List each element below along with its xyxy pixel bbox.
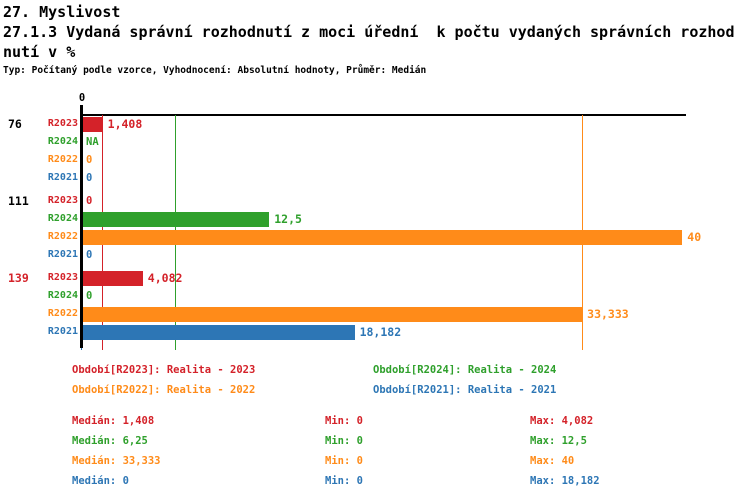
series-label-R2021: R2021 — [47, 326, 78, 337]
axis-vertical-line — [80, 105, 83, 348]
stat-max-R2024: Max: 12,5 — [530, 435, 587, 447]
legend-item-R2023: Období[R2023]: Realita - 2023 — [72, 364, 256, 376]
bar-R2024 — [83, 211, 270, 227]
value-label: 4,082 — [147, 271, 183, 285]
legend-item-R2022: Období[R2022]: Realita - 2022 — [72, 384, 256, 396]
value-label: 0 — [86, 154, 93, 166]
series-label-R2023: R2023 — [47, 118, 78, 129]
legend-item-R2024: Období[R2024]: Realita - 2024 — [373, 364, 557, 376]
bar-R2023 — [83, 116, 103, 132]
bar-R2022 — [83, 229, 683, 245]
stat-median-R2021: Medián: 0 — [72, 475, 129, 487]
report-meta-line: Typ: Počítaný podle vzorce, Vyhodnocení:… — [3, 65, 427, 76]
group-label: 76 — [8, 117, 22, 131]
axis-zero-tick-label: 0 — [78, 92, 86, 104]
stat-min-R2022: Min: 0 — [325, 455, 363, 467]
series-label-R2023: R2023 — [47, 195, 78, 206]
series-label-R2023: R2023 — [47, 272, 78, 283]
stat-median-R2022: Medián: 33,333 — [72, 455, 161, 467]
series-label-R2024: R2024 — [47, 290, 78, 301]
series-label-R2021: R2021 — [47, 249, 78, 260]
report-title-line2: nutí v % — [3, 43, 76, 61]
legend-item-R2021: Období[R2021]: Realita - 2021 — [373, 384, 557, 396]
value-label: 0 — [86, 172, 93, 184]
stat-median-R2024: Medián: 6,25 — [72, 435, 148, 447]
bar-R2021 — [83, 324, 355, 340]
value-label: 12,5 — [274, 212, 302, 226]
bar-R2022 — [83, 306, 583, 322]
report-title-line1: 27.1.3 Vydaná správní rozhodnutí z moci … — [3, 23, 735, 41]
value-label: 0 — [86, 290, 93, 302]
value-label: 33,333 — [587, 307, 629, 321]
stat-min-R2024: Min: 0 — [325, 435, 363, 447]
stat-min-R2021: Min: 0 — [325, 475, 363, 487]
series-label-R2022: R2022 — [47, 308, 78, 319]
stat-median-R2023: Medián: 1,408 — [72, 415, 155, 427]
series-label-R2024: R2024 — [47, 136, 78, 147]
group-label: 111 — [8, 194, 29, 208]
value-label: 1,408 — [107, 117, 143, 131]
stat-max-R2023: Max: 4,082 — [530, 415, 594, 427]
value-label: 40 — [687, 230, 702, 244]
report-section-title: 27. Myslivost — [3, 3, 121, 21]
series-label-R2021: R2021 — [47, 172, 78, 183]
value-label: 0 — [86, 249, 93, 261]
series-label-R2022: R2022 — [47, 231, 78, 242]
stat-max-R2022: Max: 40 — [530, 455, 575, 467]
axis-baseline — [80, 114, 686, 116]
stat-min-R2023: Min: 0 — [325, 415, 363, 427]
value-label: 0 — [86, 195, 93, 207]
value-label: 18,182 — [359, 325, 402, 339]
series-label-R2022: R2022 — [47, 154, 78, 165]
stat-max-R2021: Max: 18,182 — [530, 475, 600, 487]
series-label-R2024: R2024 — [47, 213, 78, 224]
value-label: NA — [86, 136, 99, 148]
group-label: 139 — [8, 271, 29, 285]
bar-R2023 — [83, 270, 143, 286]
